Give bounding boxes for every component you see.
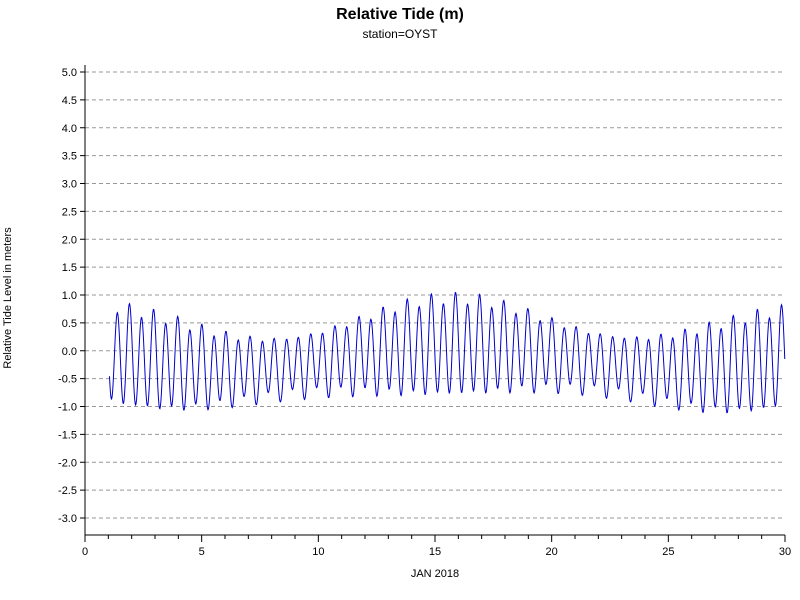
x-tick-label: 0 [82, 546, 88, 558]
x-tick-label: 15 [429, 546, 441, 558]
y-tick-label: 2.0 [62, 234, 77, 246]
y-tick-label: -1.0 [58, 402, 77, 414]
y-tick-label: -3.0 [58, 513, 77, 525]
y-tick-label: 1.0 [62, 290, 77, 302]
y-tick-label: -1.5 [58, 429, 77, 441]
chart-subtitle: station=OYST [362, 27, 438, 41]
y-tick-label: 4.0 [62, 123, 77, 135]
y-tick-label: 3.0 [62, 179, 77, 191]
x-tick-label: 10 [312, 546, 324, 558]
tide-series-line [109, 291, 786, 414]
y-tick-label: 2.5 [62, 206, 77, 218]
x-tick-label: 20 [546, 546, 558, 558]
chart-title: Relative Tide (m) [336, 6, 464, 23]
x-tick-label: 25 [662, 546, 674, 558]
y-tick-label: 3.5 [62, 151, 77, 163]
y-tick-label: -2.5 [58, 485, 77, 497]
y-tick-label: 5.0 [62, 67, 77, 79]
y-tick-label: -0.5 [58, 374, 77, 386]
x-axis-label: JAN 2018 [410, 568, 460, 580]
y-tick-label: 4.5 [62, 95, 77, 107]
y-axis-label: Relative Tide Level in meters [2, 227, 14, 369]
y-tick-label: 0.0 [62, 346, 77, 358]
x-tick-label: 5 [199, 546, 205, 558]
y-tick-label: -2.0 [58, 457, 77, 469]
x-tick-label: 30 [779, 546, 791, 558]
y-tick-label: 0.5 [62, 318, 77, 330]
y-tick-label: 1.5 [62, 262, 77, 274]
